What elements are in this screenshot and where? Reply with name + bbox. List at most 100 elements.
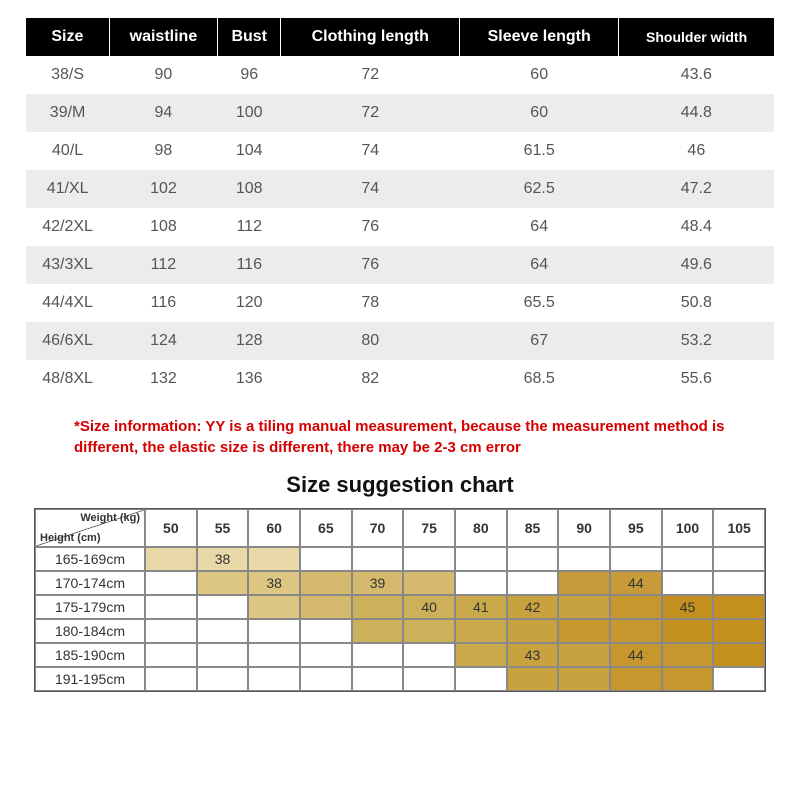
size-cell: 90 [109, 56, 217, 94]
suggestion-cell [455, 643, 507, 667]
weight-header: 65 [300, 509, 352, 547]
size-cell: 82 [281, 360, 460, 398]
size-cell: 72 [281, 56, 460, 94]
suggestion-cell [403, 667, 455, 691]
size-cell: 39/M [26, 94, 109, 132]
size-cell: 116 [109, 284, 217, 322]
height-label: Height (cm) [40, 532, 101, 544]
height-label-cell: 175-179cm [35, 595, 145, 619]
suggestion-cell [300, 667, 352, 691]
size-col-4: Sleeve length [460, 18, 619, 56]
suggestion-cell [713, 667, 765, 691]
size-table: SizewaistlineBustClothing lengthSleeve l… [26, 18, 774, 398]
suggestion-cell [610, 547, 662, 571]
size-row: 43/3XL112116766449.6 [26, 246, 774, 284]
weight-header: 85 [507, 509, 559, 547]
suggestion-cell [248, 643, 300, 667]
suggestion-cell [403, 643, 455, 667]
suggestion-cell [455, 547, 507, 571]
weight-header: 95 [610, 509, 662, 547]
size-col-5: Shoulder width [619, 18, 774, 56]
suggestion-cell [197, 595, 249, 619]
suggestion-cell [300, 547, 352, 571]
suggestion-cell [300, 643, 352, 667]
suggestion-cell [558, 619, 610, 643]
suggestion-cell [248, 619, 300, 643]
weight-header: 70 [352, 509, 404, 547]
suggestion-cell: 44 [610, 571, 662, 595]
weight-label: Weight (kg) [80, 512, 140, 524]
suggestion-cell [662, 547, 714, 571]
suggestion-cell [248, 595, 300, 619]
weight-header: 55 [197, 509, 249, 547]
suggestion-cell [145, 571, 197, 595]
suggestion-cell [662, 571, 714, 595]
page-root: SizewaistlineBustClothing lengthSleeve l… [0, 0, 800, 704]
size-cell: 64 [460, 246, 619, 284]
size-cell: 112 [218, 208, 281, 246]
size-cell: 68.5 [460, 360, 619, 398]
size-cell: 98 [109, 132, 217, 170]
suggestion-cell: 45 [662, 595, 714, 619]
suggestion-title: Size suggestion chart [26, 472, 774, 498]
size-cell: 60 [460, 94, 619, 132]
suggestion-cell [352, 547, 404, 571]
suggestion-cell [352, 667, 404, 691]
size-cell: 61.5 [460, 132, 619, 170]
suggestion-cell [145, 595, 197, 619]
size-cell: 65.5 [460, 284, 619, 322]
suggestion-cell [197, 667, 249, 691]
size-cell: 132 [109, 360, 217, 398]
size-cell: 64 [460, 208, 619, 246]
suggestion-cell [197, 643, 249, 667]
suggestion-cell [455, 667, 507, 691]
size-cell: 55.6 [619, 360, 774, 398]
suggestion-cell: 38 [248, 571, 300, 595]
suggestion-cell [507, 571, 559, 595]
size-row: 44/4XL1161207865.550.8 [26, 284, 774, 322]
height-label-cell: 191-195cm [35, 667, 145, 691]
suggestion-cell [713, 571, 765, 595]
suggestion-corner: Weight (kg) Height (cm) [35, 509, 145, 547]
suggestion-cell [558, 547, 610, 571]
size-cell: 94 [109, 94, 217, 132]
height-label-cell: 185-190cm [35, 643, 145, 667]
size-row: 48/8XL1321368268.555.6 [26, 360, 774, 398]
size-cell: 43.6 [619, 56, 774, 94]
weight-header: 100 [662, 509, 714, 547]
height-label-cell: 170-174cm [35, 571, 145, 595]
suggestion-cell [662, 643, 714, 667]
size-table-head: SizewaistlineBustClothing lengthSleeve l… [26, 18, 774, 56]
suggestion-cell [145, 547, 197, 571]
size-cell: 62.5 [460, 170, 619, 208]
weight-header: 90 [558, 509, 610, 547]
size-row: 38/S9096726043.6 [26, 56, 774, 94]
size-cell: 40/L [26, 132, 109, 170]
size-cell: 43/3XL [26, 246, 109, 284]
suggestion-cell [610, 619, 662, 643]
size-cell: 46/6XL [26, 322, 109, 360]
size-cell: 74 [281, 132, 460, 170]
suggestion-cell [300, 595, 352, 619]
suggestion-cell [455, 619, 507, 643]
suggestion-cell [507, 619, 559, 643]
suggestion-cell [662, 619, 714, 643]
size-cell: 60 [460, 56, 619, 94]
size-cell: 78 [281, 284, 460, 322]
size-row: 46/6XL124128806753.2 [26, 322, 774, 360]
suggestion-cell [662, 667, 714, 691]
suggestion-cell [300, 619, 352, 643]
size-cell: 50.8 [619, 284, 774, 322]
weight-header: 105 [713, 509, 765, 547]
size-cell: 47.2 [619, 170, 774, 208]
size-cell: 44.8 [619, 94, 774, 132]
suggestion-cell: 42 [507, 595, 559, 619]
size-cell: 41/XL [26, 170, 109, 208]
suggestion-cell [558, 595, 610, 619]
size-cell: 100 [218, 94, 281, 132]
suggestion-cell [145, 667, 197, 691]
size-cell: 120 [218, 284, 281, 322]
suggestion-chart: Weight (kg)Height (cm)505560657075808590… [34, 508, 766, 692]
suggestion-cell [352, 595, 404, 619]
suggestion-cell [248, 667, 300, 691]
